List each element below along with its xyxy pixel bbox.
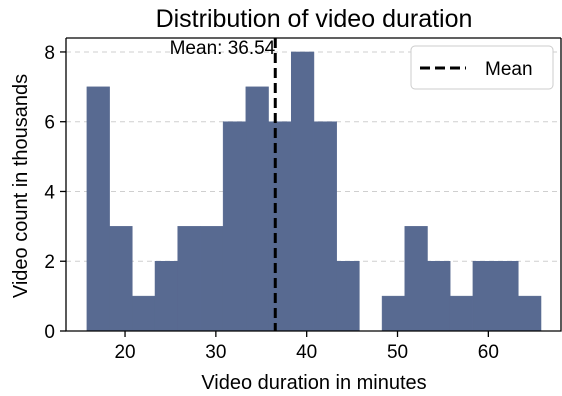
legend-mean-label: Mean [485, 59, 533, 80]
axes-group: 20 30 40 50 60 0 2 4 6 8 [44, 37, 562, 363]
histogram-bar [109, 226, 133, 332]
histogram-bar [154, 260, 178, 332]
histogram-bar [518, 295, 542, 332]
x-tick-label: 20 [114, 342, 135, 363]
mean-value-label: Mean: 36.54 [170, 38, 276, 59]
y-axis-label: Video count in thousands [10, 74, 32, 298]
histogram-bar [381, 295, 406, 332]
y-tick-label: 2 [44, 252, 55, 273]
x-tick-label: 60 [478, 342, 499, 363]
histogram-bar [313, 121, 337, 332]
x-tick-label: 30 [205, 342, 226, 363]
y-tick-label: 6 [44, 113, 55, 134]
chart-title: Distribution of video duration [156, 5, 473, 33]
histogram-bar [427, 260, 451, 332]
histogram-bar [132, 295, 156, 332]
x-axis-label: Video duration in minutes [201, 372, 426, 394]
histogram-bar [404, 226, 428, 332]
legend-box [410, 45, 554, 90]
histogram-bar [495, 260, 519, 332]
histogram-bar [290, 51, 315, 332]
mean-group: Mean: 36.54 [170, 38, 277, 331]
y-tick-label: 4 [44, 182, 55, 203]
histogram-bar [336, 260, 360, 332]
histogram-bar [200, 226, 224, 332]
histogram-bar [472, 260, 496, 332]
histogram-bar [268, 121, 292, 332]
bars-group [86, 51, 542, 332]
x-tick-label: 50 [387, 342, 408, 363]
legend: Mean [410, 45, 554, 90]
y-tick-label: 8 [44, 43, 55, 64]
histogram-bar [222, 121, 247, 332]
histogram-bar [449, 295, 474, 332]
histogram-bar [177, 226, 201, 332]
histogram-bar [245, 86, 269, 332]
x-tick-label: 40 [296, 342, 317, 363]
plot-frame [65, 38, 562, 332]
histogram-bar [86, 86, 110, 332]
y-tick-label: 0 [44, 322, 55, 343]
